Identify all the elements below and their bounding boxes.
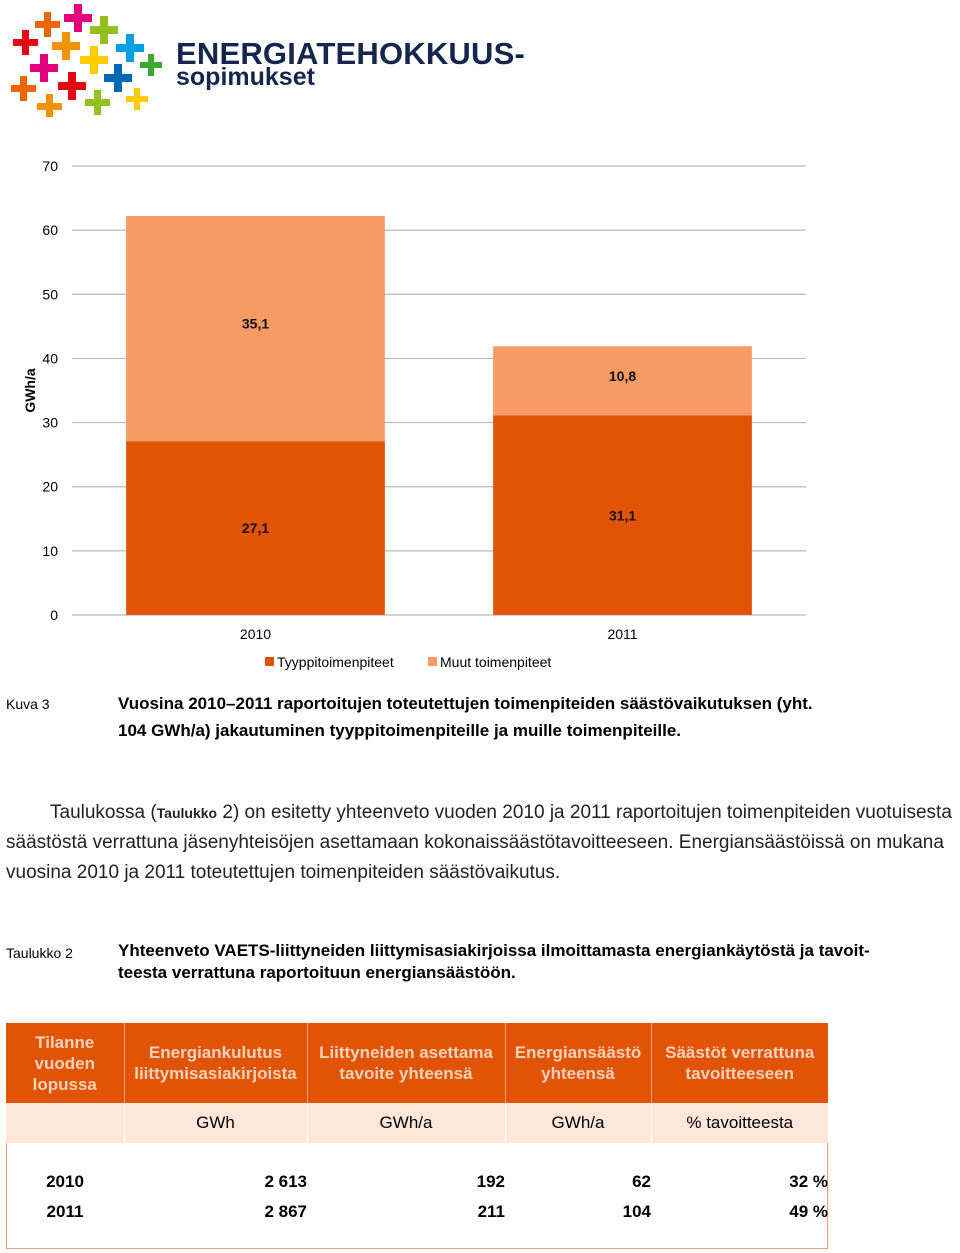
table-caption-line2: teesta verrattuna raportoituun energians… [118,963,516,982]
logo-cross-pattern-icon [11,4,162,117]
bar-tyyppi-2010 [126,441,385,615]
header-cell-savings: Energiansäästö yhteensä [505,1023,652,1103]
y-tick-label: 50 [42,286,58,302]
cell-target: 192 [476,1172,505,1191]
y-tick-label: 10 [42,543,58,559]
cell-ratio: 49 % [789,1202,828,1221]
table-reference-link[interactable]: Taulukko [156,805,218,821]
unit-cell-savings: GWh/a [505,1103,652,1143]
legend-swatch [265,657,274,666]
y-tick-label: 30 [42,415,58,431]
cell-ratio: 32 % [789,1172,828,1191]
header-cell-status: Tilanne vuoden lopussa [6,1023,125,1103]
unit-cell-target: GWh/a [307,1103,506,1143]
header-cell-ratio: Säästöt verrattuna tavoitteeseen [651,1023,828,1103]
table-unit-row: GWh GWh/a GWh/a % tavoitteesta [6,1103,828,1143]
cell-consumption: 2 867 [264,1202,307,1221]
data-label: 31,1 [609,507,636,523]
y-axis-label: GWh/a [22,368,38,413]
legend-swatch [428,657,437,666]
header-cell-target: Liittyneiden asettama tavoite yhteensä [307,1023,506,1103]
y-tick-label: 20 [42,479,58,495]
logo-subtitle: sopimukset [176,63,315,91]
stacked-bar-chart: 0 10 20 30 40 50 60 70 GWh/a 27,1 35,1 2010 31,1 10,8… [22,158,806,670]
unit-cell-consumption: GWh [124,1103,308,1143]
table-caption-line1: Yhteenveto VAETS-liittyneiden liittymisa… [118,941,870,960]
y-tick-label: 40 [42,350,58,366]
cell-year: 2011 [46,1202,84,1221]
figure-caption-line1: Vuosina 2010–2011 raportoitujen toteutet… [118,694,813,713]
data-label: 35,1 [242,316,269,332]
x-tick-label: 2010 [240,626,271,642]
logo-title: ENERGIATEHOKKUUS- [176,36,526,71]
bar-muut-2010 [126,216,385,442]
cell-consumption: 2 613 [264,1172,307,1191]
body-paragraph: Taulukossa (Taulukko 2) on esitetty yhte… [6,798,958,888]
figure-caption-text: Vuosina 2010–2011 raportoitujen toteutet… [118,690,948,744]
cell-savings: 62 [632,1172,651,1191]
bar-muut-2011 [493,346,752,416]
y-tick-label: 70 [42,158,58,174]
cell-year: 2010 [46,1172,84,1191]
summary-table: Tilanne vuoden lopussa Energiankulutus l… [6,1023,828,1227]
bar-tyyppi-2011 [493,415,752,615]
table-row: 2010 2 613 192 62 32 % [6,1167,828,1197]
figure-caption-label: Kuva 3 [6,696,50,712]
paragraph-text-2: 2) on esitetty yhteenveto vuoden 2010 ja… [6,802,952,883]
figure-caption-line2: 104 GWh/a) jakautuminen tyyppitoimenpite… [118,721,682,740]
data-label: 10,8 [609,368,636,384]
table-row: 2011 2 867 211 104 49 % [6,1197,828,1227]
legend-label: Muut toimenpiteet [440,654,551,670]
table-header-row: Tilanne vuoden lopussa Energiankulutus l… [6,1023,828,1103]
unit-cell-status [6,1103,125,1143]
y-tick-label: 0 [50,607,58,623]
paragraph-text-1: Taulukossa ( [50,802,157,823]
x-tick-label: 2011 [607,626,637,642]
header-cell-consumption: Energiankulutus liittymisasiakirjoista [124,1023,308,1103]
data-label: 27,1 [242,520,269,536]
table-caption-label: Taulukko 2 [6,945,73,961]
unit-cell-ratio: % tavoitteesta [651,1103,828,1143]
y-tick-label: 60 [42,222,58,238]
table-caption-text: Yhteenveto VAETS-liittyneiden liittymisa… [118,940,953,984]
cell-target: 211 [477,1202,505,1221]
legend-label: Tyyppitoimenpiteet [277,654,394,670]
cell-savings: 104 [622,1202,651,1221]
